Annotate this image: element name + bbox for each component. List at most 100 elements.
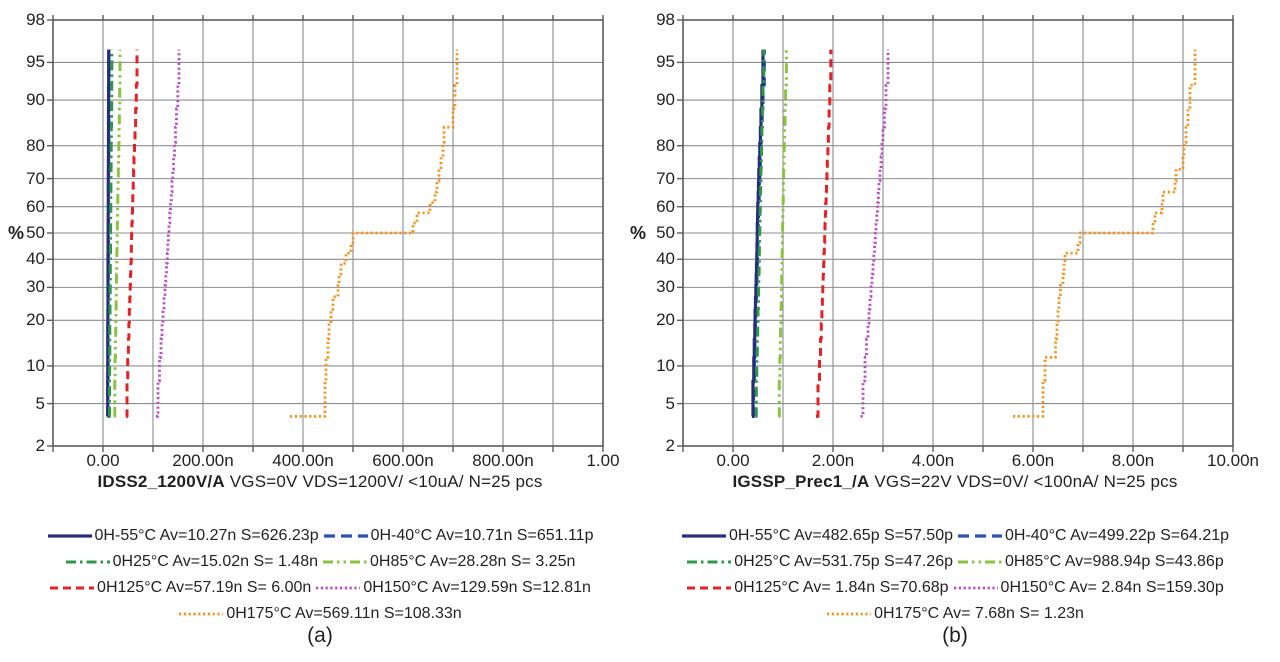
y-tick-label: 95	[26, 52, 45, 72]
legend-line-sample-0H85C	[958, 560, 1002, 563]
series-path-0H-55C	[751, 49, 765, 418]
x-tick-label: 200.00n	[172, 451, 234, 470]
legend-line-sample-0H-40C	[323, 533, 368, 538]
legend-label: 0H85°C Av=988.94p S=43.86p	[1005, 553, 1224, 570]
y-tick-label: 98	[26, 10, 45, 29]
x-tick-label: 10.00n	[1207, 451, 1259, 470]
legend-line-sample-0H85C	[323, 560, 367, 563]
y-tick-label: 98	[656, 10, 675, 29]
y-tick-label: 70	[26, 168, 45, 188]
legend: 0H-55°C Av=10.27n S=626.23p 0H-40°C Av=10…	[0, 526, 640, 623]
plot-area-svg	[677, 15, 1234, 452]
legend-line-sample-0H25C	[65, 560, 110, 563]
legend-line-sample-0H175C	[179, 612, 224, 615]
legend-row: 0H125°C Av= 1.84n S=70.68p 0H150°C Av= 2.…	[630, 578, 1280, 597]
legend-entry-0H-40C: 0H-40°C Av=499.22p S=64.21p	[957, 526, 1229, 545]
y-tick-label: 30	[656, 277, 675, 297]
y-tick-label: 20	[26, 310, 45, 330]
x-tick-label: 600.00n	[372, 451, 434, 470]
series-path-0H-55C	[106, 49, 111, 418]
y-tick-label: 50	[656, 223, 675, 242]
chart-title: IGSSP_Prec1_/A VGS=22V VDS=0V/ <100nA/ N…	[630, 472, 1280, 492]
series-path-0H25C	[754, 49, 766, 418]
legend-line-sample-0H-40C	[958, 533, 1002, 538]
series-path-0H125C	[816, 49, 833, 418]
legend-label: 0H125°C Av=57.19n S= 6.00n	[97, 579, 312, 596]
y-tick-label: 5	[35, 393, 45, 413]
series-path-0H85C	[777, 49, 788, 418]
chart-title: IDSS2_1200V/A VGS=0V VDS=1200V/ <10uA/ N…	[0, 472, 640, 492]
x-tick-label: 1.00	[586, 451, 620, 470]
chart-title-parameter: IDSS2_1200V/A	[97, 472, 225, 491]
series-path-0H175C	[1013, 49, 1197, 418]
series-path-0H25C	[108, 49, 114, 418]
legend-line-sample-0H150C	[953, 586, 998, 589]
y-tick-label: 2	[665, 436, 675, 455]
chart-title-parameter: IGSSP_Prec1_/A	[732, 472, 870, 491]
legend-line-sample-0H125C	[50, 586, 95, 589]
x-tick-label: 2.00n	[811, 451, 855, 470]
legend-row: 0H-55°C Av=482.65p S=57.50p 0H-40°C Av=49…	[630, 526, 1280, 545]
legend-label: 0H85°C Av=28.28n S= 3.25n	[370, 553, 576, 570]
chart-title-conditions: VGS=0V VDS=1200V/ <10uA/ N=25 pcs	[224, 472, 543, 491]
series-path-0H175C	[290, 49, 459, 418]
legend-entry-0H85C: 0H85°C Av=988.94p S=43.86p	[957, 552, 1224, 571]
x-tick-label: 0.00	[86, 451, 120, 470]
x-tick-label: 0.00	[716, 451, 750, 470]
y-tick-label: 5	[665, 393, 675, 413]
legend-label: 0H25°C Av=15.02n S= 1.48n	[112, 553, 318, 570]
y-tick-label: 40	[26, 249, 45, 269]
legend-entry-0H-55C: 0H-55°C Av=10.27n S=626.23p	[47, 526, 319, 545]
series-path-0H125C	[125, 49, 139, 418]
legend-line-sample-0H125C	[687, 586, 732, 589]
plot-area-svg	[47, 15, 604, 452]
legend-entry-0H-40C: 0H-40°C Av=10.71n S=651.11p	[323, 526, 594, 545]
legend-entry-0H85C: 0H85°C Av=28.28n S= 3.25n	[322, 552, 575, 571]
legend-label: 0H-55°C Av=10.27n S=626.23p	[94, 527, 319, 544]
y-tick-label: 10	[26, 355, 45, 375]
x-tick-label: 8.00n	[1111, 451, 1155, 470]
legend-label: 0H-40°C Av=10.71n S=651.11p	[370, 527, 594, 544]
legend-line-sample-0H175C	[827, 612, 872, 615]
legend-row: 0H125°C Av=57.19n S= 6.00n 0H150°C Av=129…	[0, 578, 640, 597]
legend-entry-0H25C: 0H25°C Av=531.75p S=47.26p	[686, 552, 953, 571]
chart-a: 98 95 90 80 70 60 50 40 30 20 10 5 2% 0.00 200.00n 400.…	[0, 10, 640, 647]
legend-entry-0H150C: 0H150°C Av= 2.84n S=159.30p	[953, 578, 1224, 597]
x-tick-label: 400.00n	[272, 451, 334, 470]
series-path-0H85C	[113, 49, 122, 418]
legend-label: 0H-55°C Av=482.65p S=57.50p	[728, 527, 953, 544]
y-tick-label: 30	[26, 277, 45, 297]
y-tick-label: 60	[26, 196, 45, 216]
legend-entry-0H175C: 0H175°C Av= 7.68n S= 1.23n	[826, 604, 1084, 623]
series-path-0H150C	[156, 49, 181, 418]
y-tick-label: 80	[656, 135, 675, 155]
subfigure-caption: (b)	[942, 624, 968, 647]
x-tick-label: 6.00n	[1011, 451, 1055, 470]
y-tick-label: 60	[656, 196, 675, 216]
chart-b: 98 95 90 80 70 60 50 40 30 20 10 5 2% 0.00 2.00n 4.00n 6…	[630, 0, 1280, 662]
legend-label: 0H25°C Av=531.75p S=47.26p	[734, 553, 953, 570]
legend: 0H-55°C Av=482.65p S=57.50p 0H-40°C Av=49…	[630, 526, 1280, 623]
legend-entry-0H-55C: 0H-55°C Av=482.65p S=57.50p	[681, 526, 953, 545]
y-tick-label: 90	[26, 90, 45, 110]
legend-label: 0H-40°C Av=499.22p S=64.21p	[1005, 527, 1230, 544]
legend-row: 0H25°C Av=531.75p S=47.26p 0H85°C Av=988.…	[630, 552, 1280, 571]
y-tick-label: 2	[35, 436, 45, 455]
legend-line-sample-0H-55C	[681, 533, 726, 538]
plot-border	[682, 19, 1234, 447]
y-tick-label: 10	[656, 355, 675, 375]
y-axis-percent-label: %	[8, 223, 25, 243]
legend-entry-0H150C: 0H150°C Av=129.59n S=12.81n	[315, 578, 591, 597]
y-tick-label: 80	[26, 135, 45, 155]
legend-entry-0H175C: 0H175°C Av=569.11n S=108.33n	[178, 604, 462, 623]
legend-entry-0H125C: 0H125°C Av= 1.84n S=70.68p	[686, 578, 949, 597]
legend-label: 0H175°C Av= 7.68n S= 1.23n	[874, 605, 1084, 622]
y-axis-percent-label: %	[630, 223, 647, 243]
y-tick-label: 20	[656, 310, 675, 330]
legend-row: 0H-55°C Av=10.27n S=626.23p 0H-40°C Av=10…	[0, 526, 640, 545]
x-tick-label: 800.00n	[472, 451, 534, 470]
legend-label: 0H150°C Av=129.59n S=12.81n	[363, 579, 591, 596]
legend-label: 0H175°C Av=569.11n S=108.33n	[226, 605, 462, 622]
legend-row: 0H25°C Av=15.02n S= 1.48n 0H85°C Av=28.28…	[0, 552, 640, 571]
